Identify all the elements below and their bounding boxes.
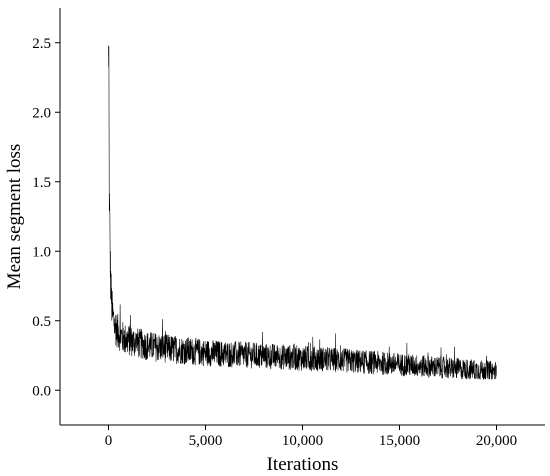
y-tick-label: 0.5 [32, 314, 51, 330]
x-axis-title: Iterations [267, 454, 339, 475]
x-tick-label: 5,000 [189, 433, 223, 449]
y-tick-label: 2.5 [32, 36, 51, 52]
y-tick-label: 1.0 [32, 244, 51, 260]
y-tick-label: 1.5 [32, 175, 51, 191]
y-tick-label: 2.0 [32, 105, 51, 121]
x-tick-label: 20,000 [476, 433, 517, 449]
x-tick-label: 15,000 [379, 433, 420, 449]
ticks: 0.0 0.5 1.0 1.5 2.0 2.5 0 5,000 10,000 15,000 20,0… [32, 36, 517, 449]
x-tick-label: 10,000 [282, 433, 323, 449]
x-tick-label: 0 [105, 433, 113, 449]
y-axis-title: Mean segment loss [4, 144, 25, 290]
loss-series-line [108, 45, 497, 381]
y-tick-label: 0.0 [32, 383, 51, 399]
